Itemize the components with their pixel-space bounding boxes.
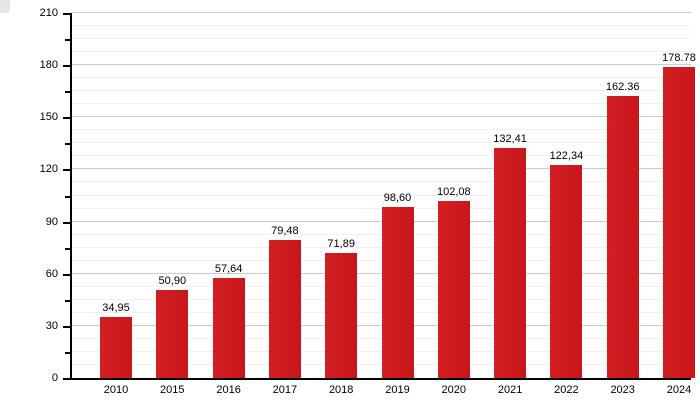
bar <box>268 239 301 378</box>
x-axis-tick-label: 2022 <box>554 384 579 396</box>
y-axis-major-tick <box>63 325 70 328</box>
x-axis-tick-label: 2016 <box>216 384 241 396</box>
y-axis-major-tick <box>63 65 70 68</box>
x-axis-tick-label: 2017 <box>272 384 298 396</box>
bar-value-label: 57,64 <box>214 262 243 275</box>
bar-value-label: 178.78 <box>662 52 696 65</box>
bar <box>100 317 132 378</box>
y-axis-minor-tick <box>65 247 70 250</box>
bar <box>550 165 583 378</box>
y-axis-minor-tick <box>65 91 70 94</box>
major-gridline <box>72 116 691 118</box>
bar-value-label: 102,08 <box>436 185 471 198</box>
bar-value-label: 98,60 <box>383 191 412 204</box>
y-axis-minor-tick <box>65 39 70 42</box>
minor-gridline <box>72 129 691 131</box>
bar-value-label: 122,34 <box>549 150 584 163</box>
y-axis-major-tick <box>63 273 70 276</box>
bar <box>381 206 414 378</box>
y-axis-minor-tick <box>65 195 70 198</box>
y-axis-tick-label: 150 <box>39 111 58 124</box>
y-axis-minor-tick <box>65 351 70 354</box>
x-axis-tick-label: 2019 <box>385 384 410 396</box>
y-axis-major-tick <box>63 221 70 224</box>
y-axis-tick-label: 90 <box>45 215 58 228</box>
x-axis-tick-label: 2021 <box>497 384 523 396</box>
y-axis-tick-label: 180 <box>39 59 58 72</box>
major-gridline <box>72 168 691 170</box>
plot-area: 34,95 50,90 57,64 79,48 71,89 98,60 102,08 132,… <box>70 12 696 380</box>
minor-gridline <box>72 77 691 79</box>
x-axis-tick-label: 2024 <box>666 384 692 396</box>
minor-gridline <box>72 155 691 157</box>
bar <box>212 277 245 378</box>
y-axis-major-tick <box>63 378 70 380</box>
y-axis-tick-label: 120 <box>39 163 58 176</box>
y-axis-tick-label: 30 <box>45 319 58 332</box>
x-axis-tick-label: 2010 <box>103 384 129 396</box>
y-axis-tick-label: 0 <box>51 372 58 384</box>
y-axis-major-tick <box>63 117 70 120</box>
y-axis-minor-tick <box>65 299 70 302</box>
minor-gridline <box>72 51 691 53</box>
minor-gridline <box>72 142 691 144</box>
minor-gridline <box>72 194 691 196</box>
y-axis-tick-label: 210 <box>39 7 58 19</box>
x-axis-tick-label: 2020 <box>441 384 467 396</box>
bar-value-label: 132,41 <box>493 132 527 145</box>
bar <box>606 95 639 378</box>
y-axis-major-tick <box>63 169 70 172</box>
minor-gridline <box>72 25 691 27</box>
major-gridline <box>72 12 691 13</box>
y-axis-major-tick <box>63 13 70 15</box>
bar-value-label: 50,90 <box>158 274 187 287</box>
bar <box>663 67 695 378</box>
bar <box>437 200 470 378</box>
bar-value-label: 34,95 <box>102 302 130 315</box>
x-axis-tick-label: 2018 <box>328 384 354 396</box>
corner-artifact <box>0 0 10 13</box>
bar <box>325 253 358 378</box>
x-axis-tick-label: 2015 <box>160 384 185 396</box>
y-axis-tick-label: 60 <box>45 267 58 280</box>
minor-gridline <box>72 90 691 92</box>
bar-value-label: 79,48 <box>271 224 299 237</box>
x-axis-tick-label: 2023 <box>610 384 635 396</box>
bar <box>156 289 189 378</box>
y-axis-minor-tick <box>65 143 70 146</box>
bar-value-label: 162.36 <box>605 80 640 93</box>
minor-gridline <box>72 103 691 105</box>
minor-gridline <box>72 38 691 40</box>
bar <box>494 147 527 378</box>
bar-value-label: 71,89 <box>327 238 355 251</box>
minor-gridline <box>72 181 691 183</box>
major-gridline <box>72 64 691 66</box>
